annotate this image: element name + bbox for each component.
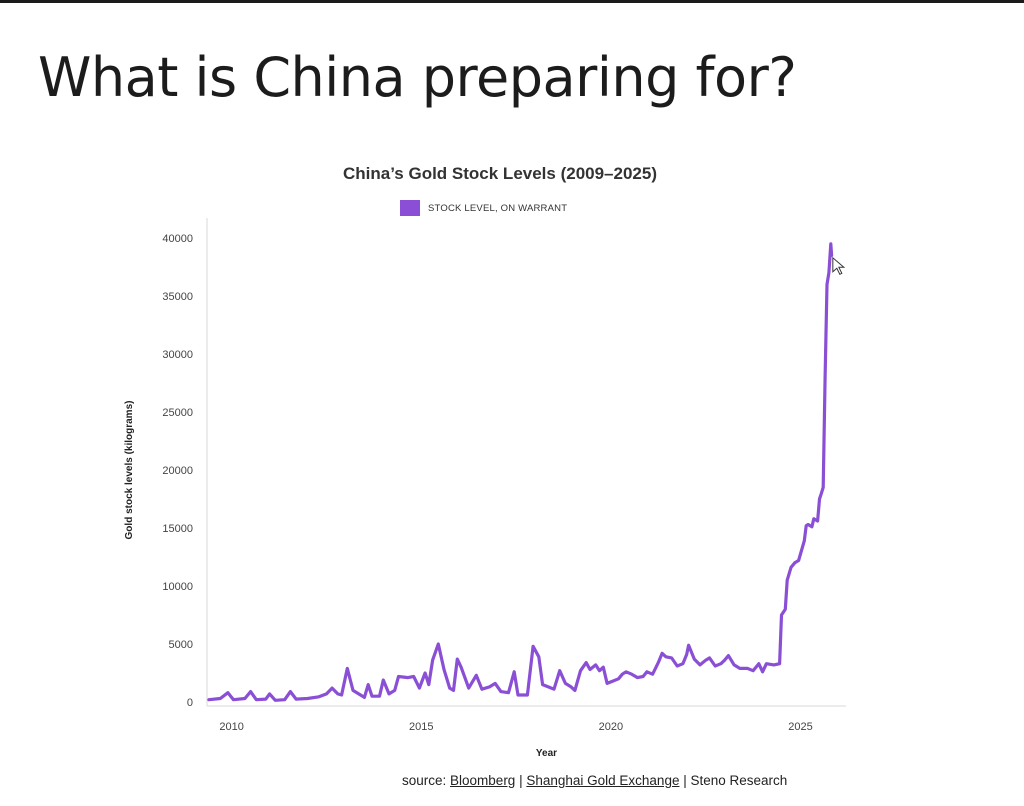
y-tick-label: 0 [187,697,193,709]
slide-title: What is China preparing for? [38,46,797,109]
x-axis-label: Year [536,748,557,759]
x-tick-label: 2010 [219,721,243,733]
y-tick-label: 20000 [162,465,193,477]
x-tick-label: 2025 [788,721,812,733]
source-prefix: source: [402,773,451,788]
source-separator: | [515,773,527,788]
source-credit: source: Bloomberg | Shanghai Gold Exchan… [402,773,787,788]
chart-legend: STOCK LEVEL, ON WARRANT [400,200,567,216]
y-tick-label: 15000 [162,523,193,535]
y-tick-label: 35000 [162,291,193,303]
source-separator: | [679,773,691,788]
top-border-line [0,0,1024,3]
y-tick-label: 25000 [162,407,193,419]
legend-swatch [400,200,420,216]
x-tick-label: 2015 [409,721,433,733]
series-line-stock-level [207,242,834,702]
chart-title: China’s Gold Stock Levels (2009–2025) [342,164,657,183]
source-steno: Steno Research [690,773,788,788]
cursor-pointer-icon [832,256,846,275]
source-link-sge[interactable]: Shanghai Gold Exchange [526,773,680,788]
y-tick-label: 10000 [162,581,193,593]
x-tick-label: 2020 [599,721,623,733]
y-tick-label: 30000 [162,349,193,361]
y-axis-label: Gold stock levels (kilograms) [124,401,135,540]
y-tick-label: 5000 [169,639,193,651]
source-link-bloomberg[interactable]: Bloomberg [450,773,516,788]
legend-label: STOCK LEVEL, ON WARRANT [428,202,568,214]
y-tick-label: 40000 [162,233,193,245]
